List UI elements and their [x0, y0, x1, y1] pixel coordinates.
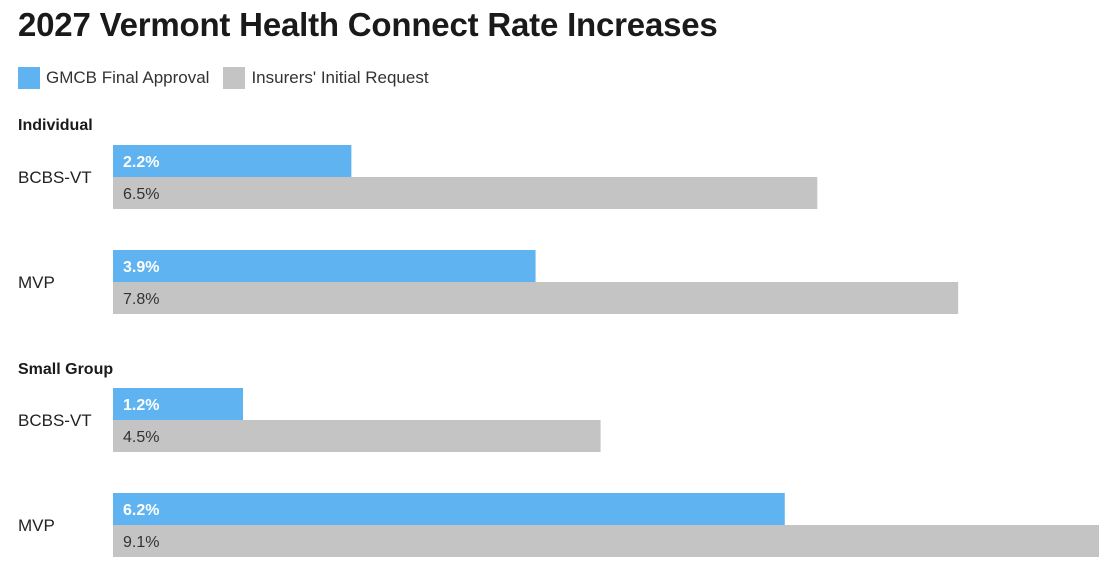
data-label-individual-bcbs-vt-initial-request: 6.5% — [123, 186, 159, 203]
data-label-small-group-bcbs-vt-initial-request: 4.5% — [123, 429, 159, 446]
group-label-individual: Individual — [18, 117, 93, 134]
category-label-individual-bcbs-vt: BCBS-VT — [18, 168, 92, 187]
data-label-small-group-mvp-initial-request: 9.1% — [123, 534, 159, 551]
bar-small-group-mvp-final-approval — [113, 493, 785, 525]
bar-individual-mvp-initial-request — [113, 282, 959, 314]
legend-swatch-final-approval — [18, 67, 40, 89]
legend-item-final-approval: GMCB Final Approval — [18, 67, 209, 89]
legend-item-initial-request: Insurers' Initial Request — [223, 67, 429, 89]
bar-small-group-bcbs-vt-initial-request — [113, 420, 601, 452]
legend-label-initial-request: Insurers' Initial Request — [251, 68, 429, 87]
data-label-small-group-mvp-final-approval: 6.2% — [123, 502, 159, 519]
data-label-small-group-bcbs-vt-final-approval: 1.2% — [123, 397, 159, 414]
legend-label-final-approval: GMCB Final Approval — [46, 68, 210, 87]
group-label-small-group: Small Group — [18, 361, 113, 378]
chart-title: 2027 Vermont Health Connect Rate Increas… — [18, 6, 718, 43]
data-label-individual-mvp-initial-request: 7.8% — [123, 291, 159, 308]
category-label-small-group-mvp: MVP — [18, 516, 55, 535]
data-label-individual-bcbs-vt-final-approval: 2.2% — [123, 154, 159, 171]
category-label-small-group-bcbs-vt: BCBS-VT — [18, 411, 92, 430]
bar-small-group-mvp-initial-request — [113, 525, 1099, 557]
chart-legend: GMCB Final Approval Insurers' Initial Re… — [18, 66, 443, 90]
bar-small-group-bcbs-vt-final-approval — [113, 388, 244, 420]
bar-individual-bcbs-vt-initial-request — [113, 177, 818, 209]
category-label-individual-mvp: MVP — [18, 273, 55, 292]
bar-individual-mvp-final-approval — [113, 250, 536, 282]
bar-individual-bcbs-vt-final-approval — [113, 145, 352, 177]
legend-swatch-initial-request — [223, 67, 246, 89]
data-label-individual-mvp-final-approval: 3.9% — [123, 259, 159, 276]
